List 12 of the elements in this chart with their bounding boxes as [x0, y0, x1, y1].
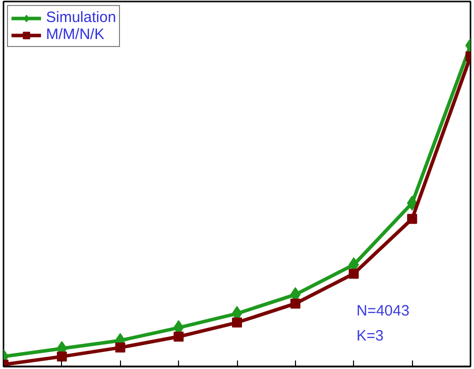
point — [232, 318, 242, 328]
point — [348, 268, 359, 279]
point — [115, 342, 126, 353]
point — [406, 196, 418, 211]
annotation: N=4043 — [356, 302, 410, 320]
point — [174, 332, 184, 342]
point — [290, 298, 300, 309]
legend-label: Simulation — [46, 9, 116, 26]
point — [407, 214, 418, 224]
legend-label: M/M/N/K — [46, 26, 104, 43]
annotation: K=3 — [356, 328, 384, 344]
point — [56, 352, 67, 362]
